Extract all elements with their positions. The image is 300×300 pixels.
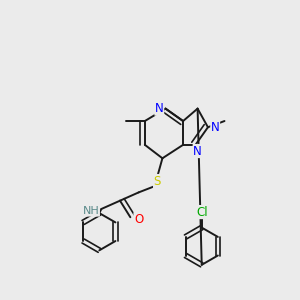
Text: S: S — [154, 175, 161, 188]
Text: Cl: Cl — [196, 206, 208, 219]
Text: N: N — [193, 145, 202, 158]
Text: NH: NH — [83, 206, 99, 216]
Text: N: N — [211, 121, 220, 134]
Text: O: O — [134, 213, 143, 226]
Text: N: N — [155, 102, 164, 115]
